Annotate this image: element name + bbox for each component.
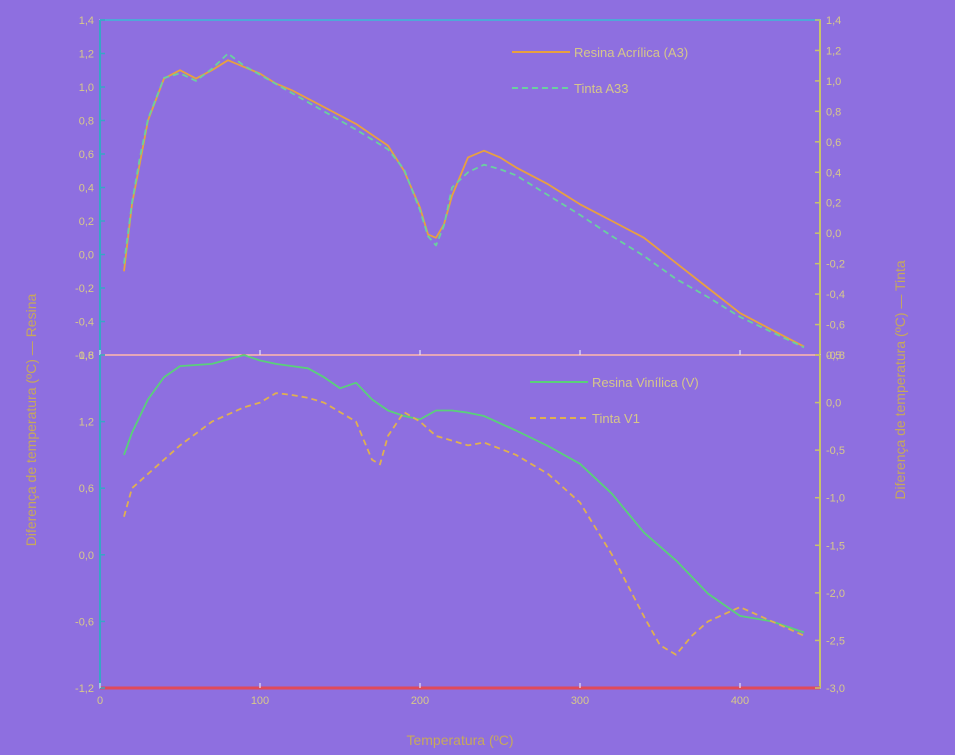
y-axis-label-right: Diferença de temperatura (ºC) — Tinta	[892, 260, 908, 500]
y-tick-label-left: -1,2	[75, 683, 94, 695]
y-tick-label-left: 1,4	[79, 15, 94, 27]
y-tick-label-left: -0,2	[75, 283, 94, 295]
y-tick-label-left: 0,0	[79, 550, 94, 562]
y-tick-label-right: 0,0	[826, 398, 841, 410]
panel-bottom-ticks-group: -1,2 -0,6 0,0 0,6 1,2 1,8 -3,0 -2,5 -2,0 -1,5 -1,0…	[75, 350, 845, 707]
y-tick-label-left: 1,2	[79, 49, 94, 61]
legend-top-label-2: Tinta A33	[574, 81, 628, 96]
y-tick-label-left: -0,4	[75, 317, 94, 329]
y-tick-label-left: 0,4	[79, 183, 94, 195]
x-tick-label: 0	[97, 695, 103, 707]
x-tick-label: 300	[571, 695, 589, 707]
panel-bottom: -1,2 -0,6 0,0 0,6 1,2 1,8 -3,0 -2,5 -2,0 -1,5 -1,0…	[75, 350, 845, 707]
y-tick-label-right: -0,5	[826, 445, 845, 457]
y-tick-label-left: 0,6	[79, 483, 94, 495]
y-tick-label-right: 1,0	[826, 76, 841, 88]
x-tick-label: 100	[251, 695, 269, 707]
series-line-0-0	[123, 59, 805, 348]
y-tick-label-right: 0,8	[826, 106, 841, 118]
y-tick-label-left: 0,0	[79, 250, 94, 262]
y-tick-label-right: -3,0	[826, 683, 845, 695]
panel-top-series-group	[123, 52, 805, 349]
legend-bottom-label-1: Resina Vinílica (V)	[592, 375, 699, 390]
y-tick-label-right: 0,5	[826, 350, 841, 362]
panel-top-ticks-group: -0,6 -0,4 -0,2 0,0 0,2 0,4 0,6 0,8 1,0 1,2 1,4 -0,8…	[75, 15, 845, 362]
x-tick-label: 400	[731, 695, 749, 707]
series-line-1-1	[123, 392, 805, 656]
legend-bottom-label-2: Tinta V1	[592, 411, 640, 426]
y-tick-label-right: -0,6	[826, 320, 845, 332]
y-tick-label-left: 1,2	[79, 417, 94, 429]
y-tick-label-right: -2,0	[826, 588, 845, 600]
y-tick-label-left: -0,6	[75, 616, 94, 628]
y-tick-label-left: 1,8	[79, 350, 94, 362]
y-tick-label-left: 0,8	[79, 116, 94, 128]
y-tick-label-left: 0,2	[79, 216, 94, 228]
legend-bottom: Resina Vinílica (V) Tinta V1	[530, 375, 699, 426]
y-tick-label-right: 0,2	[826, 198, 841, 210]
y-tick-label-right: -0,4	[826, 289, 845, 301]
legend-top-label-1: Resina Acrílica (A3)	[574, 45, 688, 60]
legend-top: Resina Acrílica (A3) Tinta A33	[512, 45, 688, 96]
series-line-0-1	[123, 52, 805, 349]
y-tick-label-right: 1,4	[826, 15, 841, 27]
y-tick-label-right: -2,5	[826, 635, 845, 647]
y-tick-label-right: 0,6	[826, 137, 841, 149]
y-tick-label-right: -1,5	[826, 540, 845, 552]
y-tick-label-right: -0,8	[826, 350, 845, 362]
x-axis-label: Temperatura (ºC)	[406, 732, 513, 748]
panel-bottom-series-group	[123, 354, 805, 656]
y-tick-label-right: 0,4	[826, 167, 841, 179]
y-tick-label-left: 1,0	[79, 82, 94, 94]
series-line-1-0	[123, 354, 805, 634]
y-tick-label-right: 1,2	[826, 45, 841, 57]
x-tick-label: 200	[411, 695, 429, 707]
y-tick-label-right: -1,0	[826, 493, 845, 505]
y-tick-label-left: 0,6	[79, 149, 94, 161]
y-axis-label-left: Diferença de temperatura (ºC) — Resina	[23, 294, 39, 547]
y-tick-label-right: 0,0	[826, 228, 841, 240]
y-tick-label-left: -0,6	[75, 350, 94, 362]
y-tick-label-right: -0,2	[826, 259, 845, 271]
